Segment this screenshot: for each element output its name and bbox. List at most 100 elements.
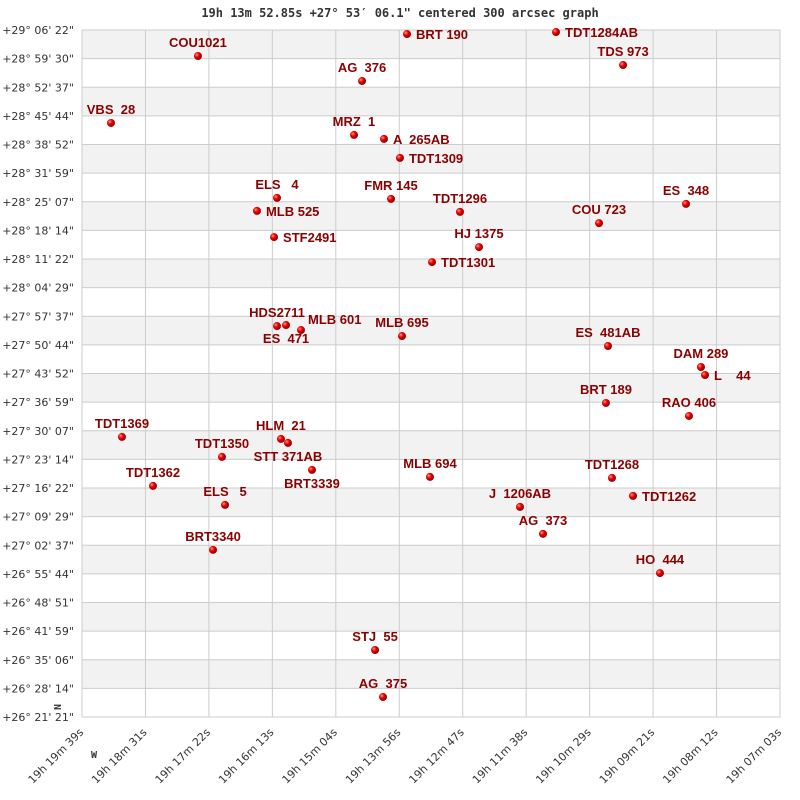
row-stripe — [82, 87, 780, 116]
star-marker[interactable] — [619, 60, 628, 69]
star-point[interactable]: MLB 601 — [297, 312, 361, 335]
y-tick-label: +26° 21' 21" — [2, 711, 74, 724]
star-point[interactable]: ELS 5 — [203, 484, 247, 509]
star-marker[interactable] — [629, 491, 638, 500]
y-tick-label: +28° 11' 22" — [2, 253, 74, 266]
star-point[interactable]: TDT1296 — [433, 191, 487, 216]
star-label: HDS2711 — [249, 305, 305, 320]
star-point[interactable]: DAM 289 — [674, 346, 729, 371]
star-point[interactable]: TDT1362 — [126, 465, 180, 490]
star-marker[interactable] — [595, 219, 604, 228]
star-point[interactable]: J 1206AB — [489, 486, 551, 511]
star-point[interactable]: HO 444 — [636, 552, 685, 578]
star-marker[interactable] — [684, 411, 693, 420]
star-marker[interactable] — [221, 500, 230, 509]
star-marker[interactable] — [538, 529, 547, 538]
star-label: TDT1296 — [433, 191, 487, 206]
star-point[interactable]: AG 375 — [359, 676, 407, 701]
star-marker[interactable] — [655, 569, 664, 578]
star-label: STF2491 — [283, 230, 336, 245]
star-point[interactable]: TDS 973 — [597, 44, 649, 69]
star-point[interactable]: MLB 525 — [252, 204, 319, 219]
star-marker[interactable] — [349, 130, 358, 139]
star-point[interactable]: FMR 145 — [364, 178, 418, 203]
star-point[interactable]: COU1021 — [169, 35, 227, 61]
star-point[interactable]: AG 373 — [519, 513, 567, 538]
star-marker[interactable] — [217, 452, 226, 461]
star-point[interactable]: TDT1301 — [428, 255, 495, 270]
star-point[interactable]: TDT1309 — [395, 151, 463, 166]
star-point[interactable]: TDT1369 — [95, 416, 149, 441]
star-marker[interactable] — [276, 434, 285, 443]
star-point[interactable]: TDT1284AB — [552, 25, 638, 40]
star-point[interactable]: VBS 28 — [87, 102, 135, 127]
y-tick-label: +27° 36' 59" — [2, 396, 74, 409]
star-marker[interactable] — [272, 193, 281, 202]
star-marker[interactable] — [552, 28, 561, 37]
star-marker[interactable] — [701, 370, 710, 379]
star-marker[interactable] — [283, 438, 292, 447]
star-point[interactable]: MLB 694 — [403, 456, 457, 481]
star-point[interactable]: MLB 695 — [375, 315, 429, 341]
star-point[interactable]: RAO 406 — [662, 395, 716, 420]
star-marker[interactable] — [395, 153, 404, 162]
star-marker[interactable] — [402, 30, 411, 39]
star-label: COU1021 — [169, 35, 227, 50]
star-point[interactable]: ES 481AB — [575, 325, 641, 351]
star-marker[interactable] — [682, 199, 691, 208]
star-marker[interactable] — [270, 233, 279, 242]
star-marker[interactable] — [387, 194, 396, 203]
star-marker[interactable] — [475, 243, 484, 252]
star-marker[interactable] — [380, 134, 389, 143]
star-point[interactable]: ES 471 — [263, 321, 309, 346]
star-point[interactable]: HDS2711 — [249, 305, 305, 331]
star-point[interactable]: TDT1268 — [585, 457, 639, 482]
star-point[interactable]: BRT3340 — [185, 529, 241, 554]
star-point[interactable]: L 44 — [701, 368, 751, 383]
star-marker[interactable] — [252, 206, 261, 215]
star-marker[interactable] — [425, 472, 434, 481]
star-marker[interactable] — [307, 465, 316, 474]
star-label: TDT1301 — [441, 255, 495, 270]
star-point[interactable]: BRT 190 — [402, 27, 468, 42]
star-point[interactable]: TDT1262 — [629, 489, 696, 504]
star-point[interactable]: STF2491 — [270, 230, 337, 245]
star-marker[interactable] — [358, 76, 367, 85]
star-point[interactable]: AG 376 — [338, 60, 386, 85]
star-marker[interactable] — [696, 362, 705, 371]
y-tick-label: +28° 04' 29" — [2, 282, 74, 295]
star-point[interactable]: ES 348 — [663, 183, 709, 208]
star-point[interactable]: STT 371AB — [254, 438, 323, 464]
star-marker[interactable] — [106, 118, 115, 127]
star-marker[interactable] — [297, 326, 306, 335]
star-marker[interactable] — [398, 332, 407, 341]
star-point[interactable]: STJ 55 — [352, 629, 398, 655]
star-marker[interactable] — [209, 545, 218, 554]
star-marker[interactable] — [428, 258, 437, 267]
star-marker[interactable] — [603, 342, 612, 351]
star-label: A 265AB — [393, 132, 450, 147]
star-marker[interactable] — [149, 481, 158, 490]
star-point[interactable]: ELS 4 — [255, 177, 299, 202]
star-marker[interactable] — [282, 321, 291, 330]
star-marker[interactable] — [378, 692, 387, 701]
star-marker[interactable] — [601, 398, 610, 407]
star-marker[interactable] — [607, 473, 616, 482]
star-marker[interactable] — [117, 432, 126, 441]
star-point[interactable]: HLM 21 — [256, 418, 306, 443]
star-marker[interactable] — [371, 646, 380, 655]
star-label: TDT1309 — [409, 151, 463, 166]
star-marker[interactable] — [272, 322, 281, 331]
star-point[interactable]: A 265AB — [380, 132, 450, 147]
star-point[interactable]: MRZ 1 — [333, 114, 376, 139]
star-marker[interactable] — [193, 52, 202, 61]
star-marker[interactable] — [516, 502, 525, 511]
star-point[interactable]: BRT3339 — [284, 465, 340, 491]
y-tick-label: +26° 48' 51" — [2, 597, 74, 610]
star-point[interactable]: TDT1350 — [195, 436, 249, 461]
star-point[interactable]: HJ 1375 — [454, 226, 504, 252]
star-label: COU 723 — [572, 202, 626, 217]
star-point[interactable]: COU 723 — [572, 202, 626, 228]
star-point[interactable]: BRT 189 — [580, 382, 632, 407]
star-marker[interactable] — [455, 207, 464, 216]
